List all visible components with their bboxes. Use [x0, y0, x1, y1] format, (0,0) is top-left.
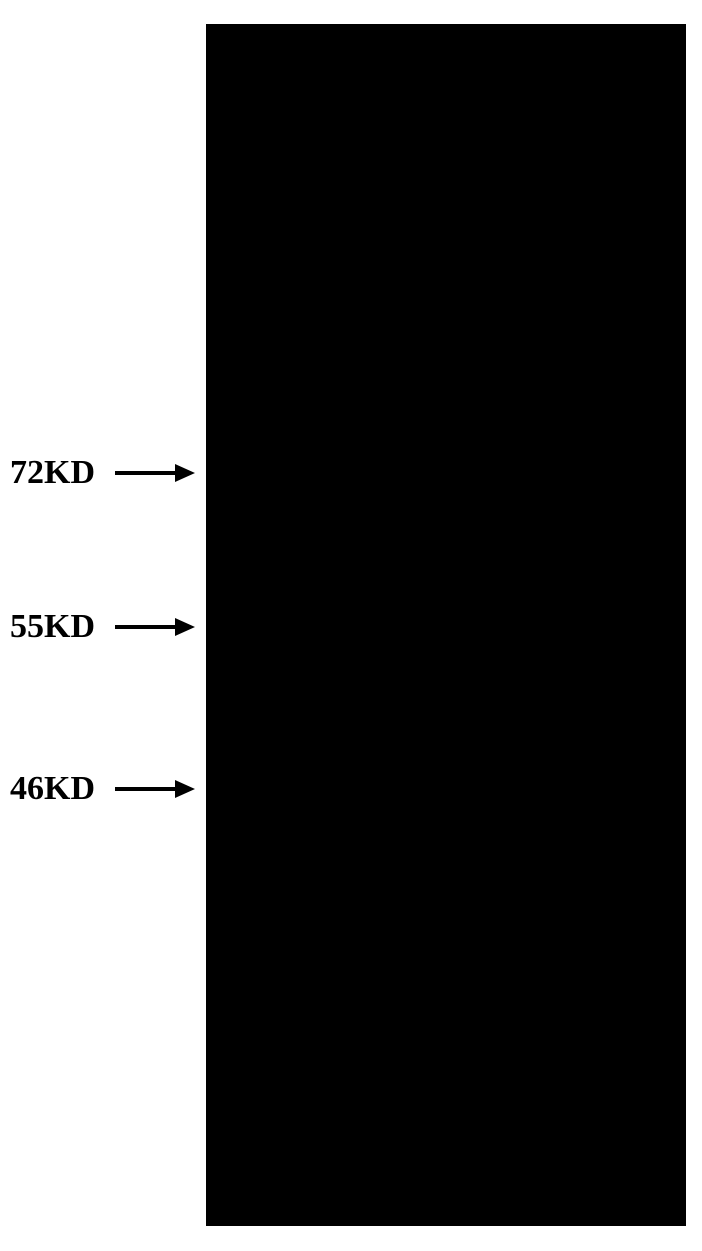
arrow-icon-1	[115, 618, 195, 636]
marker-label-text-0: 72KD	[10, 454, 115, 492]
marker-label-text-2: 46KD	[10, 770, 115, 808]
arrow-icon-2	[115, 780, 195, 798]
gel-image	[206, 24, 686, 1226]
marker-0: 72KD	[10, 454, 195, 492]
gel-inner	[208, 26, 684, 1224]
marker-2: 46KD	[10, 770, 195, 808]
marker-1: 55KD	[10, 608, 195, 646]
marker-label-text-1: 55KD	[10, 608, 115, 646]
arrow-icon-0	[115, 464, 195, 482]
diagram-container: 72KD 55KD 46KD	[0, 0, 702, 1251]
